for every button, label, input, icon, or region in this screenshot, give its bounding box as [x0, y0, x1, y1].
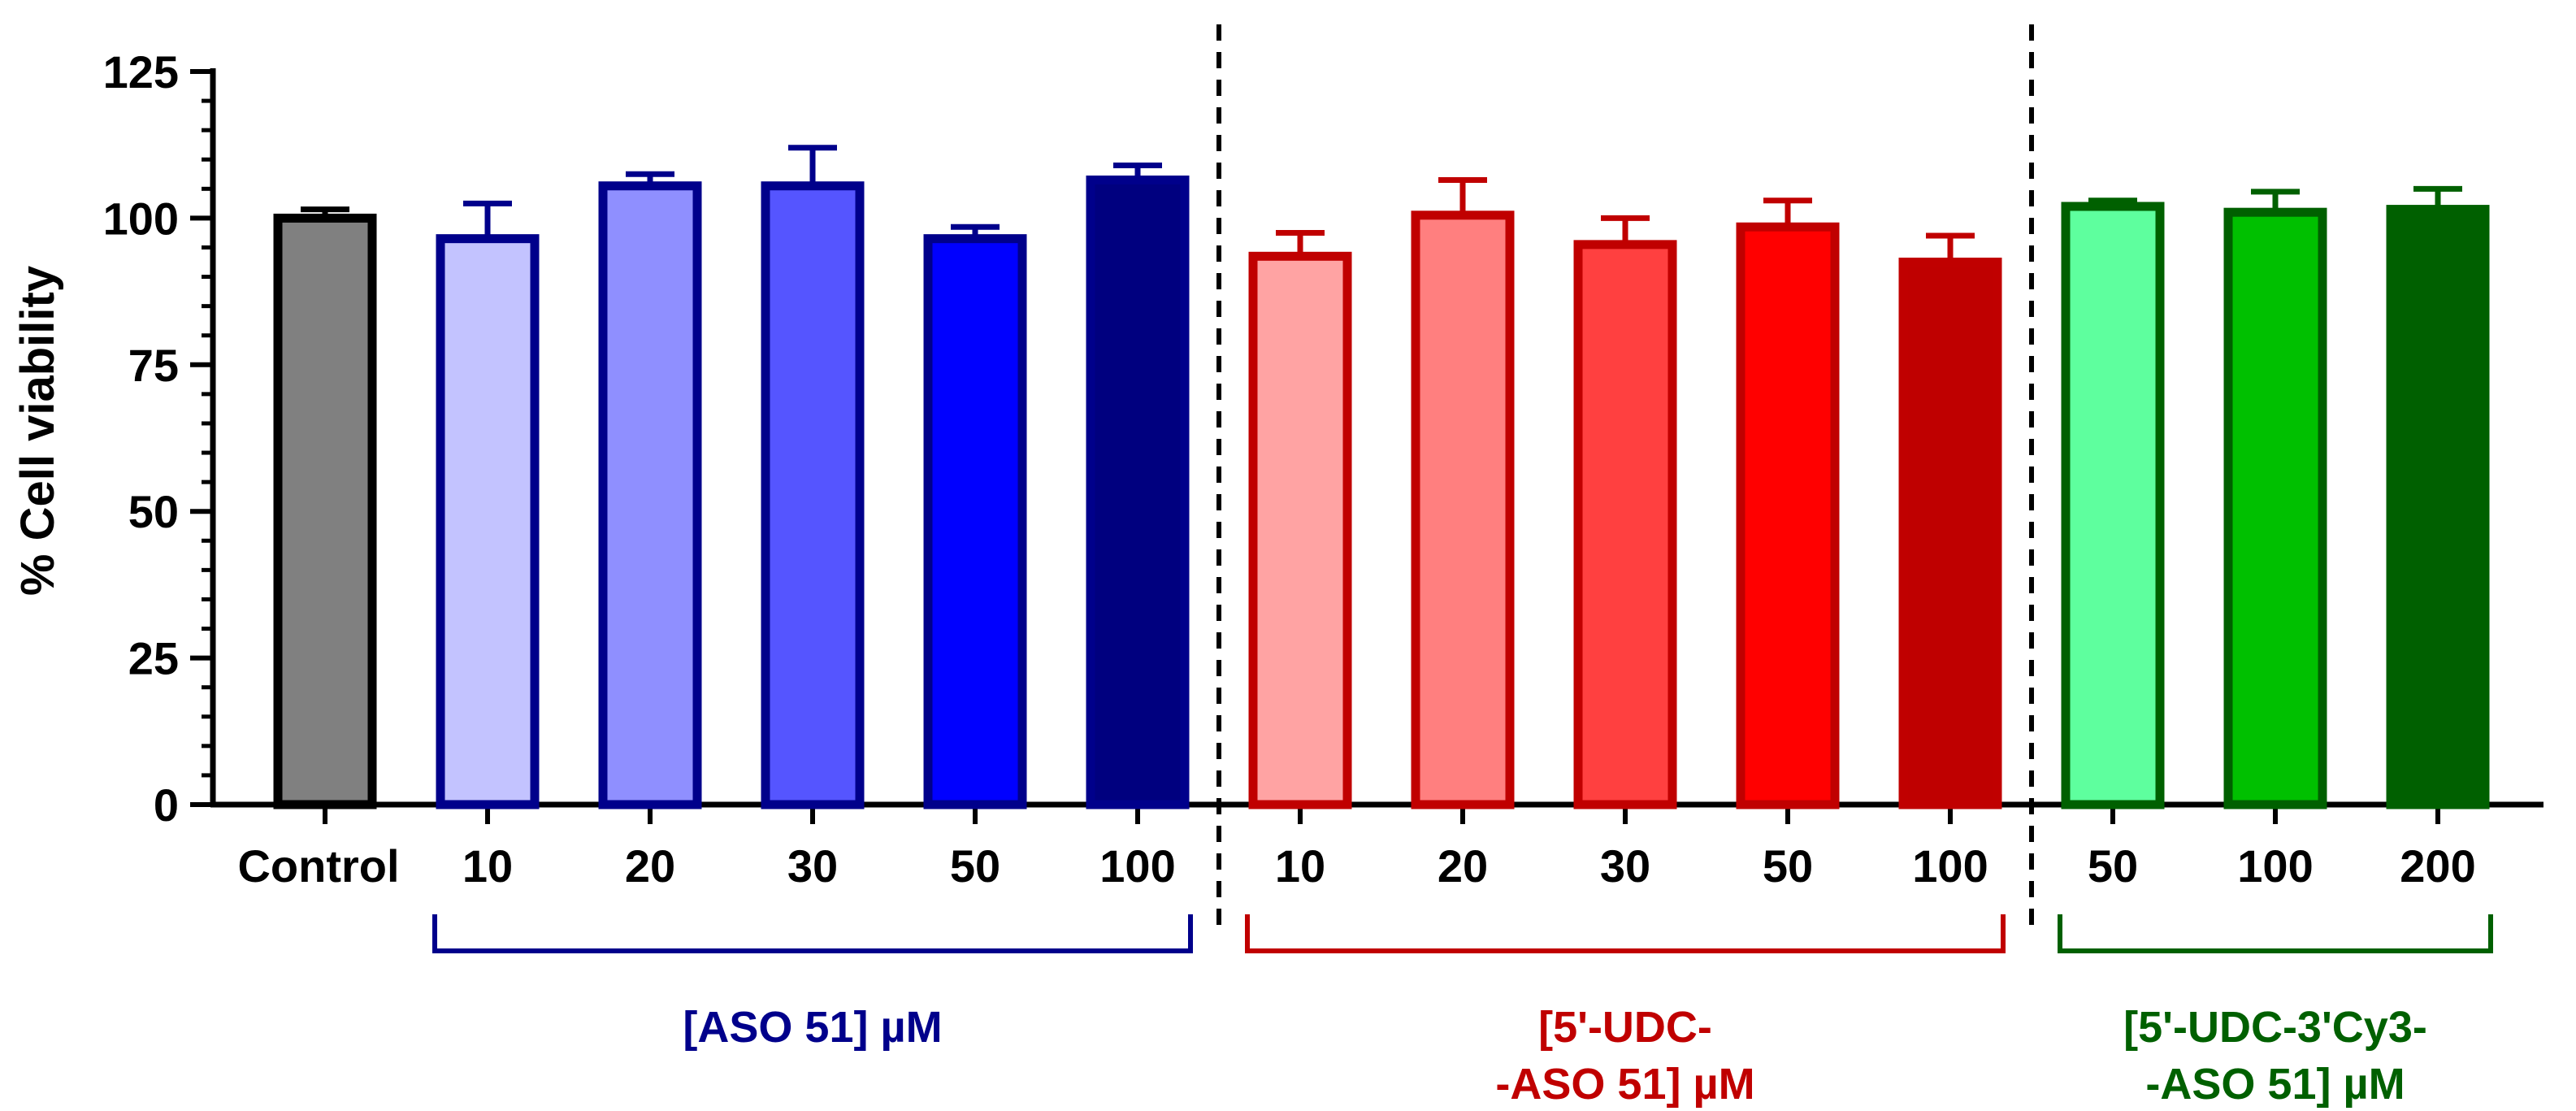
y-axis-label: % Cell viability	[11, 266, 64, 596]
bar	[1248, 251, 1352, 809]
group-label: -ASO 51] µM	[2145, 1060, 2405, 1109]
x-tick-label: 20	[625, 840, 675, 892]
x-tick-label: 100	[1912, 840, 1988, 892]
group-label: [5'-UDC-3'Cy3-	[2123, 1003, 2427, 1052]
x-tick-label: 50	[1763, 840, 1813, 892]
bar	[2386, 205, 2490, 809]
y-tick-label: 75	[128, 340, 179, 391]
bar	[2061, 202, 2165, 809]
x-tick-label: 10	[462, 840, 513, 892]
bar	[1086, 175, 1190, 809]
bar	[273, 213, 377, 809]
x-tick-label: 200	[2400, 840, 2475, 892]
x-tick-label: 50	[2088, 840, 2138, 892]
group-label: -ASO 51] µM	[1495, 1060, 1754, 1109]
group-bracket	[432, 914, 1193, 953]
y-tick-label: 25	[128, 633, 179, 684]
x-tick-label: 30	[1600, 840, 1650, 892]
y-tick-label: 125	[103, 46, 179, 98]
x-tick-label: 100	[2237, 840, 2313, 892]
x-tick-label: Control	[237, 840, 399, 892]
x-tick-label: 10	[1275, 840, 1325, 892]
bars	[273, 145, 2490, 809]
x-tick-label: 100	[1099, 840, 1175, 892]
x-tick-label: 50	[950, 840, 1000, 892]
bar	[1736, 222, 1840, 809]
bar	[1898, 258, 2002, 809]
y-tick-label: 0	[154, 779, 179, 831]
bar	[1573, 240, 1677, 809]
bar	[761, 181, 865, 809]
y-tick-label: 100	[103, 193, 179, 244]
bar	[923, 234, 1027, 809]
y-tick-label: 50	[128, 486, 179, 537]
labels: Control 10 20 30 50 100 10 20 30 50 100 50 100 200 [AS…	[237, 840, 2493, 1109]
group-label: [ASO 51] µM	[683, 1003, 942, 1052]
x-tick-label: 30	[787, 840, 838, 892]
group-bracket	[1245, 914, 2006, 953]
group-label: [5'-UDC-	[1538, 1003, 1712, 1052]
bar	[2223, 207, 2327, 809]
bar	[436, 234, 540, 809]
bar	[1411, 210, 1515, 809]
x-tick-label: 20	[1438, 840, 1488, 892]
bar	[598, 181, 702, 809]
group-bracket	[2058, 914, 2493, 953]
